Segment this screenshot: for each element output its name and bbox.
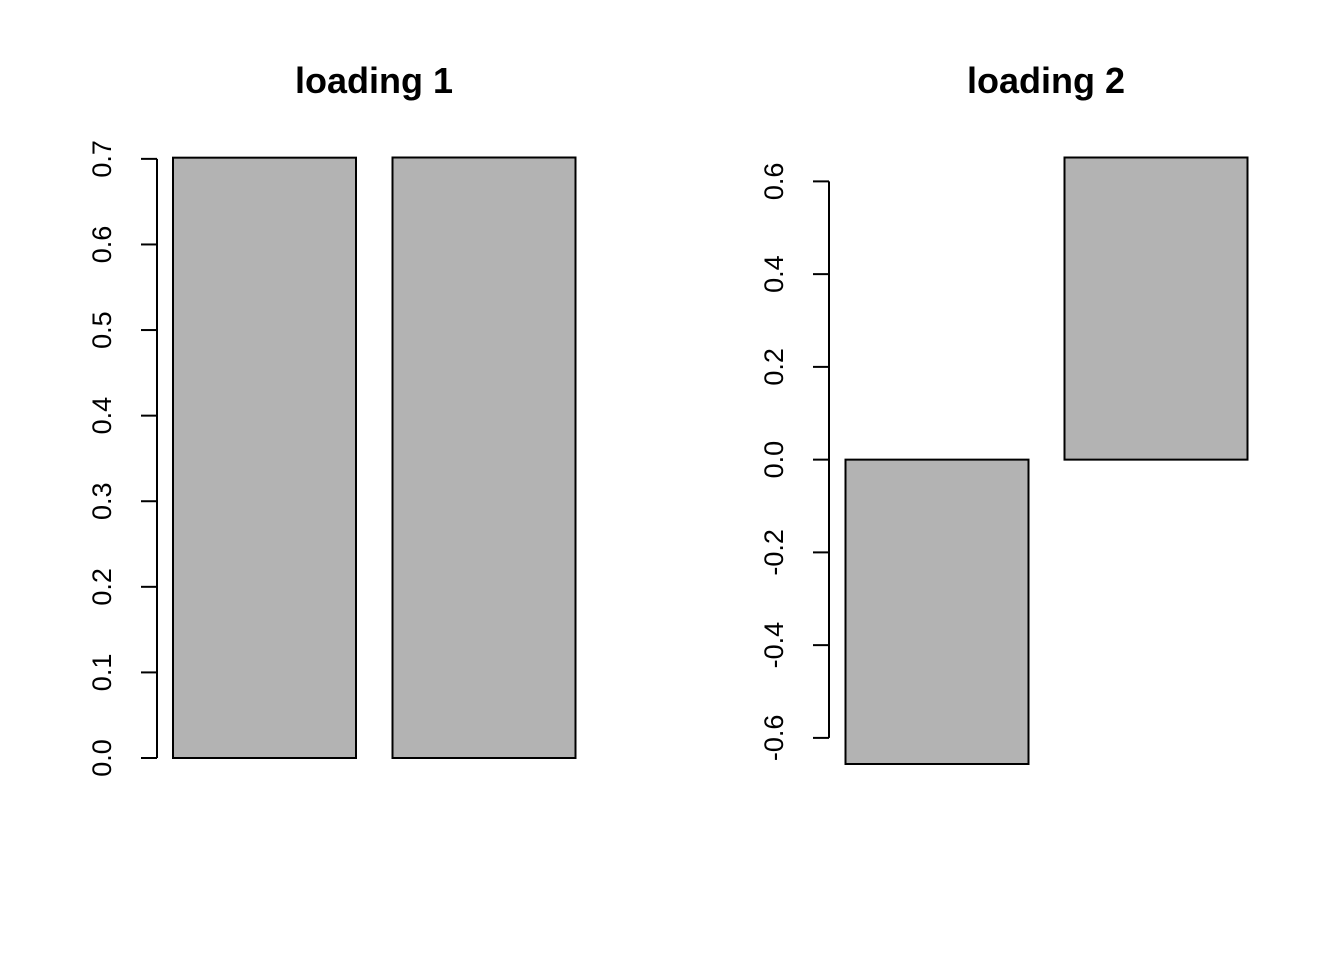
y-tick-label: 0.5	[87, 311, 117, 349]
y-tick-label: 0.0	[759, 441, 789, 479]
y-tick-label: -0.4	[759, 622, 789, 669]
bar-1	[172, 156, 357, 759]
y-tick-label: 0.0	[87, 739, 117, 777]
y-tick-label: 0.1	[87, 654, 117, 692]
bar-2	[391, 156, 577, 759]
y-tick-label: -0.2	[759, 529, 789, 576]
chart-title: loading 2	[967, 60, 1125, 101]
chart-panel-loading-1: loading 1 0.0 0.1 0.2 0.3 0.4 0.5 0.6 0.7	[87, 60, 577, 777]
chart-panel-loading-2: loading 2 -0.6 -0.4 -0.2 0.0 0.2 0.4 0.6	[759, 60, 1249, 765]
y-tick-label: 0.4	[759, 255, 789, 293]
y-tick-label: 0.2	[87, 568, 117, 606]
bar-2	[1063, 156, 1249, 461]
chart-title: loading 1	[295, 60, 453, 101]
y-tick-label: 0.2	[759, 348, 789, 386]
y-tick-label: 0.6	[759, 163, 789, 201]
y-tick-label: 0.6	[87, 226, 117, 264]
y-tick-label: -0.6	[759, 715, 789, 762]
y-tick-label: 0.7	[87, 140, 117, 178]
bar-1	[844, 458, 1030, 765]
y-tick-label: 0.4	[87, 397, 117, 435]
y-tick-label: 0.3	[87, 482, 117, 520]
